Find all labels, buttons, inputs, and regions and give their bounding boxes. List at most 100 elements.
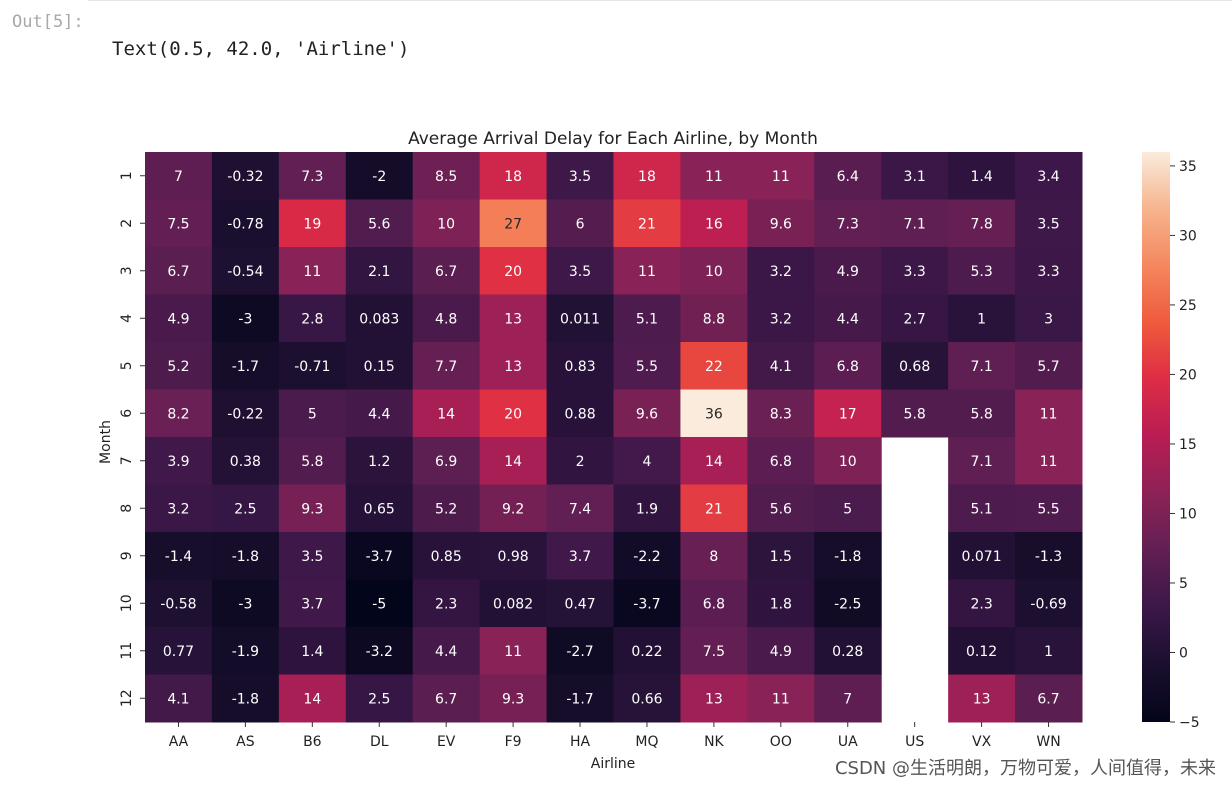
heatmap-cell: [747, 247, 815, 295]
cell-value-label: -0.22: [227, 406, 263, 422]
cell-value-label: 22: [705, 359, 723, 375]
cell-value-label: 2.3: [435, 596, 457, 612]
cell-value-label: 9.2: [502, 501, 524, 517]
cell-value-label: 5: [308, 406, 317, 422]
cell-value-label: 21: [638, 216, 656, 232]
heatmap-cell: [747, 389, 815, 438]
heatmap-cell: [412, 152, 481, 200]
cell-value-label: -1.4: [165, 549, 192, 565]
heatmap-cell: [479, 627, 548, 675]
heatmap-cell: [948, 437, 1016, 485]
x-tick-label: UA: [838, 734, 858, 750]
cell-value-label: 5.6: [368, 216, 390, 232]
cell-value-label: -3.7: [633, 596, 660, 612]
heatmap-cell: [211, 389, 280, 438]
heatmap-cell: [211, 152, 280, 200]
y-axis-label: Month: [98, 420, 114, 464]
cell-value-label: 7.8: [970, 216, 992, 232]
heatmap-cell: [948, 389, 1016, 438]
heatmap-cell: [1015, 389, 1083, 438]
heatmap-cell: [680, 294, 748, 343]
cell-value-label: 3.7: [569, 549, 591, 565]
y-tick-label: 5: [119, 361, 135, 370]
heatmap-cell: [479, 199, 548, 248]
cell-value-label: 13: [504, 359, 522, 375]
cell-value-label: 14: [705, 454, 723, 470]
cell-value-label: 14: [303, 691, 321, 707]
heatmap-cell: [278, 199, 347, 248]
colorbar-gradient: [1142, 152, 1170, 722]
cell-value-label: 1.9: [636, 501, 658, 517]
cell-value-label: 5.2: [435, 501, 457, 517]
heatmap-cell: [680, 389, 748, 438]
heatmap-cell: [345, 674, 414, 723]
heatmap-cell: [814, 199, 882, 248]
heatmap-cell: [1015, 674, 1083, 723]
heatmap-cell: [680, 627, 748, 675]
heatmap-cell: [412, 579, 481, 628]
y-tick-label: 10: [119, 594, 135, 612]
cell-value-label: -1.8: [834, 549, 861, 565]
cell-value-label: 3.5: [301, 549, 323, 565]
cell-value-label: 5.7: [1037, 359, 1059, 375]
cell-value-label: 7.5: [703, 644, 725, 660]
heatmap-cell: [412, 342, 481, 390]
cell-value-label: 6.4: [837, 169, 859, 185]
heatmap-cell: [613, 199, 681, 248]
x-tick-label: WN: [1036, 734, 1060, 750]
heatmap-cell: [145, 199, 213, 248]
cell-value-label: 5.3: [970, 264, 992, 280]
cell-value-label: 3.5: [569, 264, 591, 280]
cell-value-label: 2.3: [970, 596, 992, 612]
colorbar: −5 0 5 10 15 20 25 30 35: [1142, 152, 1200, 731]
cell-value-label: -0.54: [227, 264, 263, 280]
cell-value-label: -0.58: [160, 596, 196, 612]
heatmap-cell: [747, 627, 815, 675]
heatmap-cell: [680, 579, 748, 628]
cell-value-label: 0.22: [631, 644, 662, 660]
heatmap-cell: [546, 627, 614, 675]
heatmap-cell: [814, 532, 882, 580]
y-tick-label: 12: [119, 689, 135, 707]
cell-value-label: 4: [643, 454, 652, 470]
cell-value-label: 0.98: [498, 549, 529, 565]
cell-value-label: 0.071: [962, 549, 1002, 565]
heatmap-cell: [145, 484, 213, 533]
cell-value-label: 6.7: [167, 264, 189, 280]
heatmap-cell: [345, 199, 414, 248]
cell-value-label: 4.4: [368, 406, 390, 422]
colorbar-tick-label: −5: [1179, 715, 1200, 731]
heatmap-cell: [814, 389, 882, 438]
heatmap-cell: [345, 247, 414, 295]
colorbar-tick-label: 20: [1179, 367, 1197, 383]
cell-value-label: 0.68: [899, 359, 930, 375]
heatmap-cell: [881, 342, 949, 390]
cell-value-label: 3.5: [569, 169, 591, 185]
heatmap-cell: [211, 484, 280, 533]
x-tick-label: AS: [236, 734, 255, 750]
heatmap-cell: [278, 437, 347, 485]
cell-value-label: 4.9: [837, 264, 859, 280]
cell-value-label: 6.7: [435, 264, 457, 280]
watermark: CSDN @生活明朗，万物可爱，人间值得，未来: [834, 758, 1216, 779]
cell-value-label: 5.6: [770, 501, 792, 517]
cell-value-label: 0.88: [564, 406, 595, 422]
cell-value-label: 8.2: [167, 406, 189, 422]
cell-value-label: 14: [437, 406, 455, 422]
cell-value-label: 13: [504, 311, 522, 327]
cell-value-label: -3.2: [366, 644, 393, 660]
heatmap-cell: [546, 437, 614, 485]
x-tick-label: DL: [370, 734, 389, 750]
cell-value-label: 2.5: [368, 691, 390, 707]
y-tick-label: 8: [119, 504, 135, 513]
cell-value-label: 5.2: [167, 359, 189, 375]
heatmap-cell: [814, 247, 882, 295]
heatmap-cell: [613, 627, 681, 675]
cell-value-label: -2.5: [834, 596, 861, 612]
heatmap-cell: [881, 294, 949, 343]
cell-value-label: 11: [1040, 454, 1058, 470]
output-text: Text(0.5, 42.0, 'Airline'): [112, 38, 410, 60]
heatmap-cell: [345, 484, 414, 533]
heatmap-cell: [747, 674, 815, 723]
cell-value-label: 6.9: [435, 454, 457, 470]
